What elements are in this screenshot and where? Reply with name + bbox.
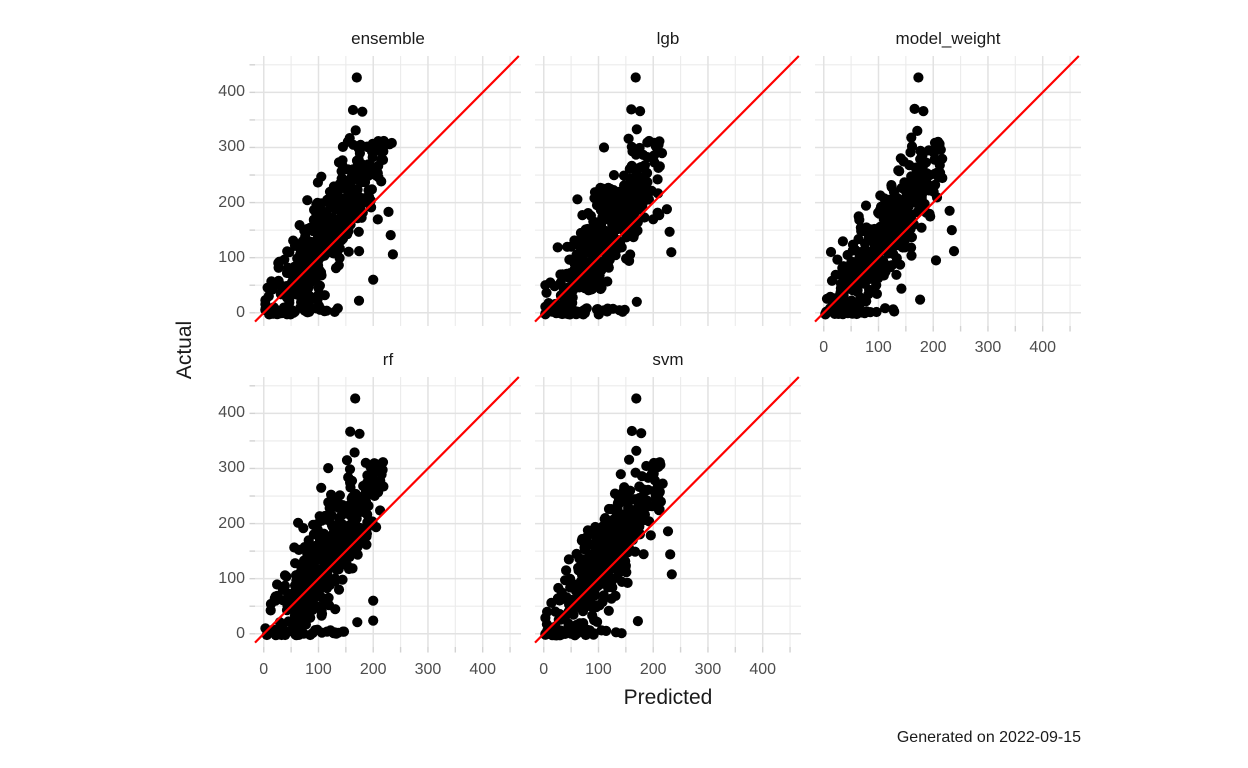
gridlines-group <box>535 377 801 647</box>
y-tick-label: 100 <box>218 248 245 266</box>
y-tick-label: 400 <box>218 404 245 422</box>
points-group <box>260 72 398 320</box>
y-tick-label: 100 <box>218 569 245 587</box>
axis-ticks-group <box>249 64 255 314</box>
y-tick-label: 0 <box>236 624 245 642</box>
axis-ticks-group <box>823 326 1071 332</box>
x-tick-label: 300 <box>414 661 442 678</box>
x-tick-label: 300 <box>694 661 722 678</box>
x-tick-label: 400 <box>1029 339 1057 356</box>
points-group <box>540 72 677 320</box>
x-tick-label: 200 <box>919 339 947 356</box>
facet-strip-label: svm <box>652 350 684 369</box>
facet-ensemble: ensemble <box>249 27 521 326</box>
y-axis-title: Actual <box>173 320 196 380</box>
facet-strip-label: ensemble <box>351 29 425 48</box>
facet-lgb: lgb <box>534 27 801 326</box>
y-tick-label: 200 <box>218 193 245 211</box>
figure-caption: Generated on 2022-09-15 <box>896 729 1081 746</box>
facet-svm: svm <box>534 348 801 653</box>
x-tick-label: 200 <box>359 661 387 678</box>
identity-line <box>254 376 520 644</box>
facet-rf: rf <box>249 348 521 653</box>
scatter-plot-model-weight <box>814 55 1081 332</box>
identity-line <box>534 376 800 644</box>
x-tick-label: 100 <box>305 661 332 678</box>
facet-strip-label: rf <box>382 350 394 369</box>
scatter-plot-ensemble <box>249 55 521 326</box>
y-tick-label: 300 <box>218 459 245 477</box>
y-tick-label: 400 <box>218 83 245 101</box>
y-tick-label: 200 <box>218 514 245 532</box>
y-tick-label: 0 <box>236 303 245 321</box>
scatter-plot-rf <box>249 376 521 653</box>
points-group <box>260 393 389 641</box>
x-axis-title: Predicted <box>623 686 713 709</box>
facet-strip-label: model_weight <box>895 29 1001 48</box>
identity-line <box>534 55 800 323</box>
x-tick-label: 100 <box>865 339 892 356</box>
axis-ticks-group <box>543 647 791 653</box>
x-tick-label: 400 <box>469 661 497 678</box>
x-tick-label: 0 <box>539 661 549 678</box>
facet-model-weight: model_weight <box>814 27 1081 332</box>
points-group <box>540 393 677 641</box>
x-tick-label: 200 <box>639 661 667 678</box>
identity-line <box>254 55 520 323</box>
x-tick-label: 100 <box>585 661 612 678</box>
y-tick-label: 300 <box>218 138 245 156</box>
identity-line <box>814 55 1080 323</box>
facet-strip-label: lgb <box>656 29 680 48</box>
scatter-plot-svm <box>534 376 801 653</box>
axis-ticks-group <box>249 385 511 653</box>
x-tick-label: 300 <box>974 339 1002 356</box>
x-tick-label: 400 <box>749 661 777 678</box>
scatter-plot-lgb <box>534 55 801 326</box>
x-tick-label: 0 <box>819 339 829 356</box>
x-tick-label: 0 <box>259 661 269 678</box>
